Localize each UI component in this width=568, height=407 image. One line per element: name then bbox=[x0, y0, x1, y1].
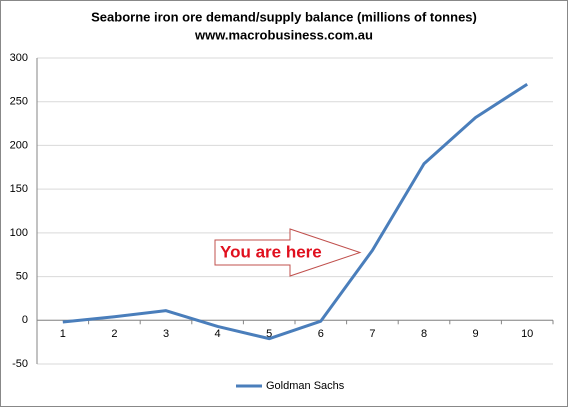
annotation-arrow bbox=[214, 228, 362, 277]
y-tick-label: -50 bbox=[12, 358, 28, 370]
y-tick-label: 300 bbox=[10, 52, 28, 64]
x-tick-label: 8 bbox=[421, 328, 427, 340]
x-tick-label: 10 bbox=[521, 328, 533, 340]
y-tick-label: 250 bbox=[10, 96, 28, 108]
x-tick-label: 1 bbox=[60, 328, 66, 340]
x-tick-label: 5 bbox=[266, 328, 272, 340]
x-tick-label: 9 bbox=[473, 328, 479, 340]
x-tick-label: 2 bbox=[111, 328, 117, 340]
y-tick-label: 200 bbox=[10, 139, 28, 151]
data-line bbox=[62, 82, 529, 341]
y-tick-label: 100 bbox=[10, 227, 28, 239]
chart-subtitle: www.macrobusiness.com.au bbox=[194, 27, 373, 42]
annotation: You are here bbox=[220, 242, 322, 261]
chart-title: Seaborne iron ore demand/supply balance … bbox=[91, 9, 477, 24]
legend-label: Goldman Sachs bbox=[266, 380, 345, 392]
x-tick-label: 4 bbox=[215, 328, 221, 340]
y-tick-label: 150 bbox=[10, 183, 28, 195]
x-tick-label: 3 bbox=[163, 328, 169, 340]
y-tick-label: 50 bbox=[16, 270, 28, 282]
x-tick-label: 7 bbox=[369, 328, 375, 340]
x-tick-label: 6 bbox=[318, 328, 324, 340]
y-tick-label: 0 bbox=[22, 314, 28, 326]
